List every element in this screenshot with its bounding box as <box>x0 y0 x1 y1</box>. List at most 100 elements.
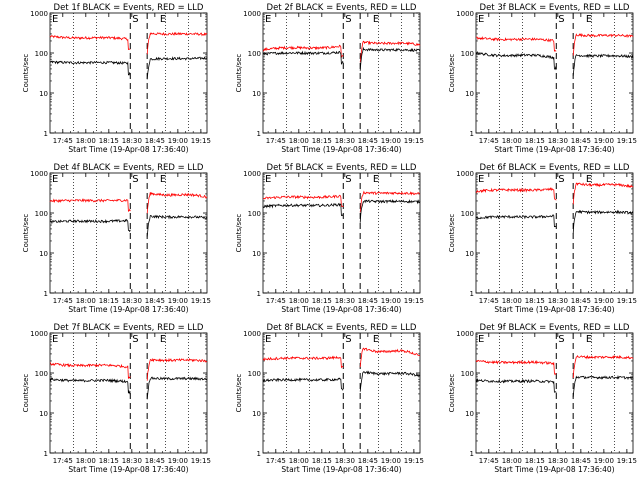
x-tick-label: 17:45 <box>479 137 499 145</box>
y-tick-label: 1 <box>470 450 474 458</box>
events-series-line <box>475 378 557 393</box>
events-series-line <box>49 60 131 76</box>
lld-series-line <box>359 40 421 63</box>
lld-series-line <box>476 36 557 53</box>
lld-series-line <box>146 31 208 55</box>
plot-frame <box>49 172 208 294</box>
x-tick-label: 17:45 <box>266 297 286 305</box>
x-axis-label: Start Time (19-Apr-08 17:36:40) <box>494 305 614 314</box>
x-tick-label: 18:30 <box>122 297 142 305</box>
x-tick-label: 17:45 <box>53 457 73 465</box>
y-tick-label: 1000 <box>243 170 261 178</box>
events-series-line <box>572 53 634 76</box>
y-tick-label: 1 <box>44 450 48 458</box>
x-tick-label: 18:00 <box>76 137 96 145</box>
x-tick-label: 19:00 <box>168 457 188 465</box>
lld-series-line <box>359 347 421 368</box>
lld-series-line <box>572 354 634 379</box>
x-tick-label: 18:15 <box>99 457 119 465</box>
x-tick-label: 19:00 <box>594 457 614 465</box>
y-tick-label: 100 <box>248 210 261 218</box>
y-tick-label: 1000 <box>30 330 48 338</box>
y-axis-label: Counts/sec <box>448 214 456 253</box>
event-marker-label: E <box>586 14 592 25</box>
y-tick-label: 10 <box>252 250 261 258</box>
x-tick-label: 19:00 <box>381 137 401 145</box>
detector-panel-6: Det 6f BLACK = Events, RED = LLD 1 10 100 10… <box>448 163 637 314</box>
x-tick-label: 18:00 <box>289 457 309 465</box>
x-tick-label: 18:45 <box>571 137 591 145</box>
y-tick-label: 1000 <box>456 170 474 178</box>
y-tick-label: 10 <box>39 90 48 98</box>
y-tick-label: 1 <box>257 130 261 138</box>
panel-title: Det 1f BLACK = Events, RED = LLD <box>54 3 204 13</box>
event-marker-label: E <box>160 14 166 25</box>
event-marker-label: S <box>345 334 351 345</box>
x-axis-label: Start Time (19-Apr-08 17:36:40) <box>494 145 614 154</box>
panel-title: Det 2f BLACK = Events, RED = LLD <box>267 3 417 13</box>
lld-series-line <box>262 355 344 369</box>
lld-series-line <box>262 194 344 208</box>
x-tick-label: 18:00 <box>289 297 309 305</box>
y-tick-label: 1 <box>470 290 474 298</box>
event-marker-label: S <box>132 334 138 345</box>
x-tick-label: 18:15 <box>525 137 545 145</box>
x-tick-label: 17:45 <box>266 457 286 465</box>
plot-frame <box>262 172 421 294</box>
lld-series-line <box>359 190 421 213</box>
panel-title: Det 3f BLACK = Events, RED = LLD <box>480 3 630 13</box>
event-marker-label: E <box>52 174 58 185</box>
event-marker-label: S <box>132 174 138 185</box>
x-tick-label: 19:15 <box>404 297 424 305</box>
y-tick-label: 10 <box>252 410 261 418</box>
x-tick-label: 18:00 <box>76 457 96 465</box>
lld-series-line <box>572 32 634 56</box>
x-tick-label: 18:00 <box>502 297 522 305</box>
x-tick-label: 18:30 <box>122 457 142 465</box>
y-tick-label: 10 <box>39 250 48 258</box>
x-tick-label: 18:45 <box>358 297 378 305</box>
y-tick-label: 1000 <box>243 10 261 18</box>
event-marker-label: E <box>373 334 379 345</box>
x-tick-label: 17:45 <box>266 137 286 145</box>
events-series-line <box>475 214 557 228</box>
x-tick-label: 18:15 <box>99 137 119 145</box>
lld-series-line <box>49 34 131 50</box>
x-tick-label: 18:45 <box>145 457 165 465</box>
x-tick-label: 18:45 <box>145 297 165 305</box>
x-tick-label: 19:15 <box>191 457 211 465</box>
events-series-line <box>262 202 344 217</box>
x-tick-label: 18:15 <box>312 297 332 305</box>
event-marker-label: E <box>373 174 379 185</box>
y-tick-label: 100 <box>35 50 48 58</box>
y-tick-label: 100 <box>248 50 261 58</box>
x-axis-label: Start Time (19-Apr-08 17:36:40) <box>68 145 188 154</box>
y-tick-label: 1000 <box>456 10 474 18</box>
y-tick-label: 100 <box>461 50 474 58</box>
x-tick-label: 18:15 <box>525 457 545 465</box>
events-series-line <box>262 377 344 391</box>
event-marker-label: S <box>132 14 138 25</box>
detector-panel-7: Det 7f BLACK = Events, RED = LLD 1 10 100 10… <box>22 323 211 474</box>
y-tick-label: 10 <box>252 90 261 98</box>
x-tick-label: 18:00 <box>76 297 96 305</box>
events-series-line <box>146 376 208 400</box>
events-series-line <box>262 50 344 65</box>
x-tick-label: 18:30 <box>548 297 568 305</box>
x-tick-label: 18:45 <box>145 137 165 145</box>
detector-panel-4: Det 4f BLACK = Events, RED = LLD 1 10 100 10… <box>22 163 211 314</box>
event-marker-label: E <box>52 14 58 25</box>
x-tick-label: 18:30 <box>335 457 355 465</box>
x-tick-label: 19:00 <box>381 297 401 305</box>
x-tick-label: 17:45 <box>53 137 73 145</box>
panel-title: Det 9f BLACK = Events, RED = LLD <box>480 323 630 333</box>
detector-panel-5: Det 5f BLACK = Events, RED = LLD 1 10 100 10… <box>235 163 424 314</box>
y-tick-label: 1 <box>44 130 48 138</box>
y-tick-label: 10 <box>39 410 48 418</box>
lld-series-line <box>262 44 344 58</box>
y-axis-label: Counts/sec <box>22 374 30 413</box>
x-tick-label: 19:15 <box>191 297 211 305</box>
x-tick-label: 18:15 <box>312 457 332 465</box>
event-marker-label: E <box>478 334 484 345</box>
